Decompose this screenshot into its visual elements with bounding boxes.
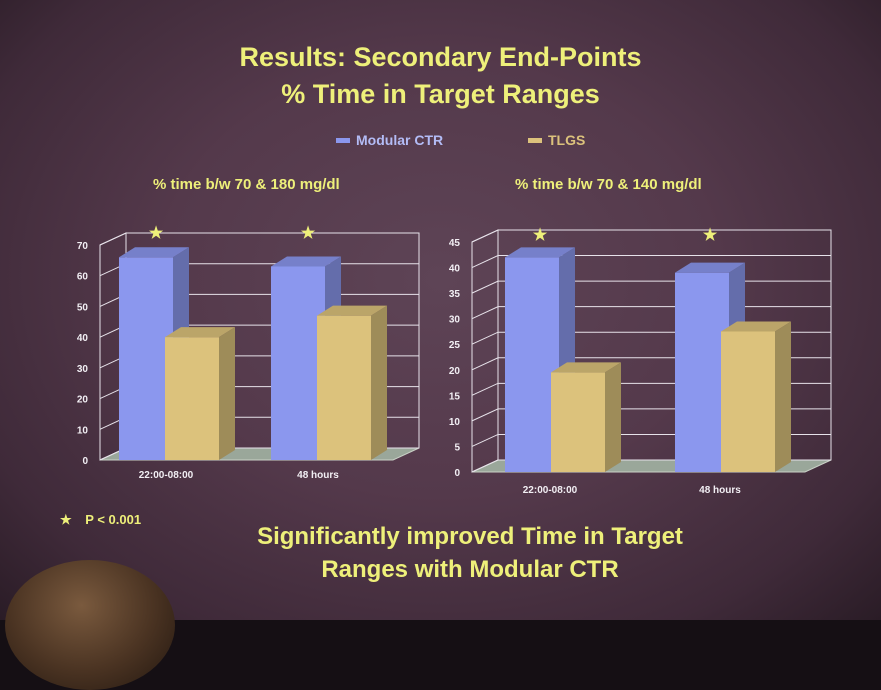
conclusion-line-1: Significantly improved Time in Target [257,523,683,550]
bar-top-modular-ctr [505,247,575,258]
x-category-label: 48 hours [699,485,741,496]
bar-front-tlgs [317,315,371,460]
bar-top-modular-ctr [271,256,341,267]
star-icon: ★ [60,512,72,527]
bar-top-modular-ctr [119,247,189,258]
slide-title-line-2: % Time in Target Ranges [281,79,600,109]
bar-top-tlgs [165,327,235,338]
y-tick-label: 5 [454,442,460,453]
bar-front-tlgs [165,337,219,460]
slide-title-line-1: Results: Secondary End-Points [239,42,642,72]
y-tick-label: 20 [77,395,89,406]
significance-star-icon: ★ [703,227,718,244]
y-tick-label: 40 [449,264,461,275]
legend-swatch-tlgs [528,137,542,143]
legend-item-modular-ctr: Modular CTR [336,132,443,148]
audience-head-silhouette [5,560,175,690]
x-category-label: 48 hours [297,470,339,481]
legend-item-tlgs: TLGS [528,132,585,148]
bar-front-modular-ctr [505,257,559,472]
significance-note: ★ P < 0.001 [60,512,141,528]
significance-star-icon: ★ [301,225,316,242]
y-tick-label: 20 [449,366,461,377]
x-category-label: 22:00-08:00 [139,470,194,481]
y-tick-label: 50 [77,302,89,313]
legend-label-tlgs: TLGS [548,132,586,148]
significance-star-icon: ★ [533,227,548,244]
y-tick-label: 30 [77,364,89,375]
chart-1-70-180: 0 10 20 30 40 50 60 70 ★ 22:00-08:00 ★ 48 hours [77,225,420,481]
y-tick-label: 60 [77,272,89,283]
y-tick-label: 40 [77,333,89,344]
gridline [471,255,831,269]
y-tick-label: 15 [449,391,461,402]
y-tick-label: 0 [454,468,460,479]
chart-legend: Modular CTR TLGS [0,132,881,152]
y-tick-label: 25 [449,340,461,351]
y-tick-label: 70 [77,241,89,252]
chart-2-70-140: 0 5 10 15 20 25 30 35 40 45 ★ 22:00-08:00 ★ 48 hours [449,227,832,496]
x-category-label: 22:00-08:00 [523,485,578,496]
significance-star-icon: ★ [149,225,164,242]
conclusion-line-2: Ranges with Modular CTR [321,556,619,583]
bar-front-modular-ctr [271,266,325,460]
y-tick-label: 35 [449,289,461,300]
bar-top-tlgs [551,362,621,373]
y-tick-label: 45 [449,238,461,249]
y-tick-label: 10 [77,425,89,436]
y-tick-label: 10 [449,417,461,428]
bar-front-tlgs [721,331,775,472]
bar-side-tlgs [775,321,791,472]
bar-top-modular-ctr [675,262,745,273]
chart-2-title: % time b/w 70 & 140 mg/dl [515,176,702,193]
chart-1-title: % time b/w 70 & 180 mg/dl [153,176,340,193]
bar-top-tlgs [721,321,791,332]
bar-front-tlgs [551,372,605,472]
y-tick-label: 0 [82,456,88,467]
bar-side-tlgs [605,362,621,472]
legend-swatch-modular-ctr [336,137,350,143]
gridline [99,232,419,246]
bar-front-modular-ctr [119,257,173,460]
bar-top-tlgs [317,305,387,316]
gridline [471,229,831,243]
p-value-label: P < 0.001 [85,512,142,527]
bar-side-tlgs [371,305,387,460]
bar-side-tlgs [219,327,235,460]
legend-label-modular-ctr: Modular CTR [356,132,444,148]
y-tick-label: 30 [449,315,461,326]
bar-front-modular-ctr [675,272,729,472]
